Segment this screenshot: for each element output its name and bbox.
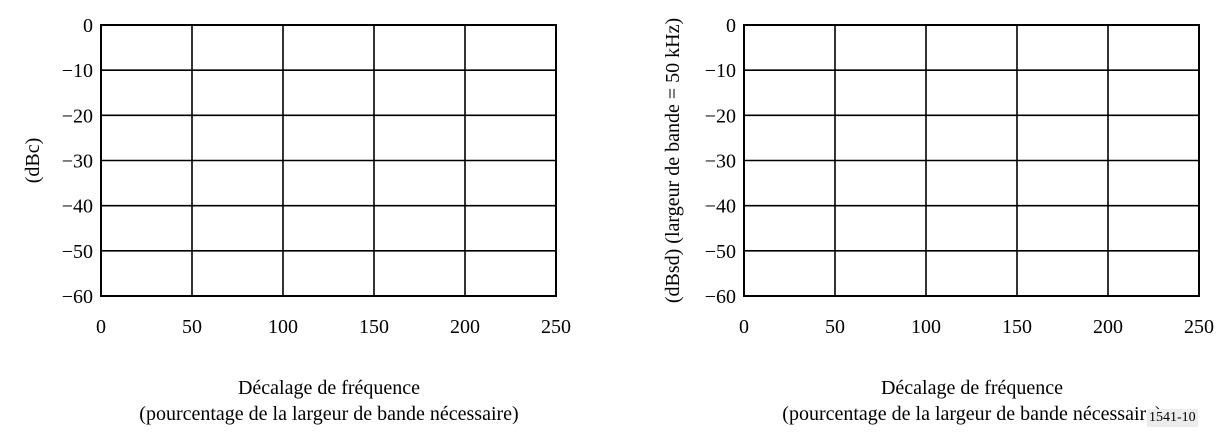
- chart-2: 0−10−20−30−40−50−600 50 100 150 200 250Décala…: [662, 15, 1214, 425]
- y-tick-label: 0: [726, 15, 736, 37]
- x-axis-label: Décalage de fréquence: [238, 377, 420, 399]
- y-tick-label: −60: [62, 286, 93, 308]
- y-tick-label: −30: [62, 151, 93, 173]
- y-tick-label: −50: [705, 241, 736, 263]
- plot-frame: [100, 24, 557, 297]
- x-tick-label: 200: [450, 316, 480, 338]
- x-tick-label: 50: [825, 316, 845, 338]
- y-tick-label: −20: [705, 105, 736, 127]
- x-tick-label: 0: [96, 316, 106, 338]
- y-tick-label: −60: [705, 286, 736, 308]
- x-tick-label: 50: [182, 316, 202, 338]
- y-tick-label: 0: [83, 15, 93, 37]
- x-axis-label-line-2: (pourcentage de la largeur de bande néce…: [782, 403, 1161, 425]
- chart-1: 0−10−20−30−40−50−600 50 100 150 200 250Décala…: [22, 15, 571, 425]
- x-tick-label: 150: [359, 316, 389, 338]
- x-tick-label: 200: [1093, 316, 1123, 338]
- figure-id: 1541-10: [1147, 409, 1198, 427]
- x-axis-label: Décalage de fréquence: [881, 377, 1063, 399]
- y-tick-label: −30: [705, 151, 736, 173]
- x-tick-label: 0: [739, 316, 749, 338]
- y-tick-label: −10: [62, 60, 93, 82]
- y-tick-label: −40: [62, 196, 93, 218]
- x-tick-label: 250: [1184, 316, 1214, 338]
- x-tick-label: 100: [268, 316, 298, 338]
- y-axis-label: (dBsd) (largeur de bande = 50 kHz): [662, 18, 684, 303]
- x-axis-label-line-2: (pourcentage de la largeur de bande néce…: [139, 403, 518, 425]
- y-tick-label: −50: [62, 241, 93, 263]
- y-tick-label: −10: [705, 60, 736, 82]
- x-tick-label: 250: [541, 316, 571, 338]
- y-tick-label: −40: [705, 196, 736, 218]
- plot-frame: [743, 24, 1200, 297]
- x-tick-label: 100: [911, 316, 941, 338]
- y-tick-label: −20: [62, 105, 93, 127]
- y-axis-label: (dBc): [22, 138, 44, 184]
- x-tick-label: 150: [1002, 316, 1032, 338]
